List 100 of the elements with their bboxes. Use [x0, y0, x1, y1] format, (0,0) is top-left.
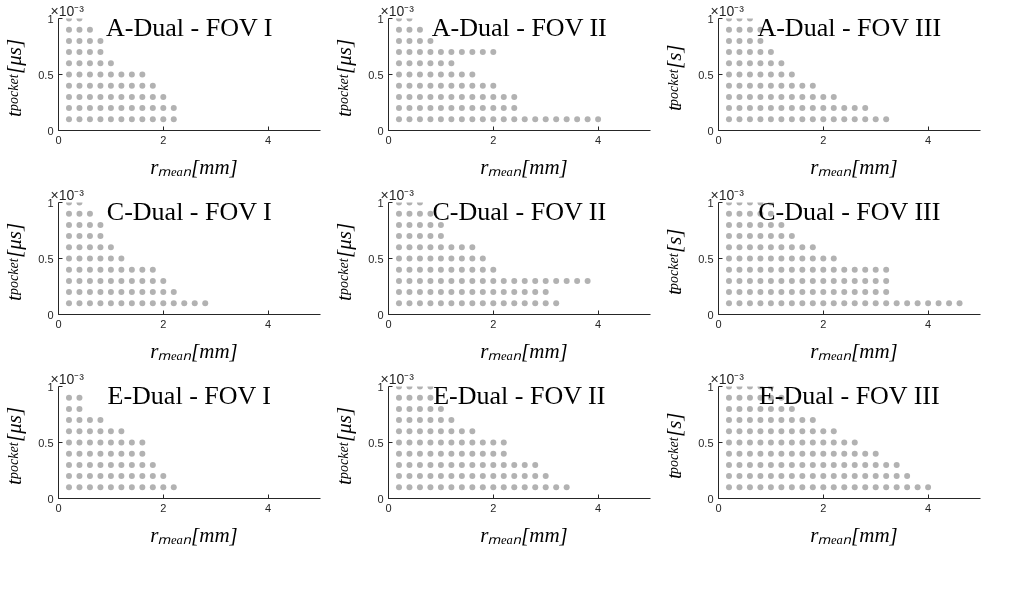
point	[725, 49, 732, 56]
point	[490, 49, 497, 56]
point	[118, 105, 125, 112]
point	[532, 300, 539, 307]
point	[97, 105, 104, 112]
point	[788, 244, 795, 251]
point	[757, 473, 764, 480]
point	[448, 300, 455, 307]
point	[820, 266, 827, 273]
point	[841, 266, 848, 273]
point	[458, 428, 465, 435]
point	[406, 26, 413, 33]
point	[107, 428, 114, 435]
point	[86, 221, 93, 228]
point	[809, 255, 816, 262]
point	[799, 93, 806, 100]
point	[406, 289, 413, 296]
point	[500, 439, 507, 446]
point	[553, 300, 560, 307]
point	[65, 484, 72, 491]
point	[736, 37, 743, 44]
point	[118, 450, 125, 457]
point	[458, 266, 465, 273]
point	[76, 277, 83, 284]
point	[830, 277, 837, 284]
point	[725, 93, 732, 100]
point	[469, 439, 476, 446]
point	[736, 473, 743, 480]
point	[406, 233, 413, 240]
point	[746, 71, 753, 78]
point	[149, 277, 156, 284]
point	[416, 255, 423, 262]
point	[65, 289, 72, 296]
point	[437, 484, 444, 491]
x-tick-label: 4	[925, 317, 932, 330]
y-tick-label: 0.5	[698, 436, 714, 449]
x-axis-title: rₘₑₐₙ[mm]	[809, 339, 899, 365]
point	[767, 439, 774, 446]
point	[469, 484, 476, 491]
point	[65, 37, 72, 44]
point	[788, 116, 795, 123]
point	[139, 105, 146, 112]
point	[883, 484, 890, 491]
point	[841, 105, 848, 112]
point	[500, 105, 507, 112]
point	[86, 473, 93, 480]
point	[469, 473, 476, 480]
point	[118, 266, 125, 273]
point	[725, 484, 732, 491]
point	[830, 289, 837, 296]
x-tick-label: 2	[820, 133, 827, 146]
point	[65, 244, 72, 251]
point	[746, 26, 753, 33]
point	[76, 26, 83, 33]
point	[437, 82, 444, 89]
y-tick-label: 0	[707, 308, 714, 321]
point	[851, 277, 858, 284]
point	[458, 484, 465, 491]
point	[746, 60, 753, 67]
point	[490, 105, 497, 112]
point	[872, 484, 879, 491]
point	[395, 37, 402, 44]
point	[830, 428, 837, 435]
point	[830, 473, 837, 480]
point	[458, 450, 465, 457]
point	[406, 93, 413, 100]
point	[427, 300, 434, 307]
point	[736, 82, 743, 89]
point	[511, 461, 518, 468]
x-tick-label: 2	[160, 501, 167, 514]
point	[97, 37, 104, 44]
point	[427, 60, 434, 67]
point	[725, 473, 732, 480]
point	[97, 428, 104, 435]
point	[86, 244, 93, 251]
point	[76, 71, 83, 78]
point	[86, 428, 93, 435]
point	[563, 277, 570, 284]
point	[511, 473, 518, 480]
point	[416, 439, 423, 446]
x-tick-label: 4	[265, 317, 272, 330]
point	[736, 266, 743, 273]
point	[76, 233, 83, 240]
point	[406, 244, 413, 251]
point	[757, 49, 764, 56]
point	[97, 277, 104, 284]
point	[746, 405, 753, 412]
point	[746, 93, 753, 100]
point	[767, 461, 774, 468]
point	[767, 71, 774, 78]
point	[86, 439, 93, 446]
point	[395, 244, 402, 251]
point	[139, 266, 146, 273]
point	[469, 105, 476, 112]
point	[725, 277, 732, 284]
point	[883, 116, 890, 123]
point	[97, 221, 104, 228]
point	[458, 82, 465, 89]
y-tick-label: 0.5	[38, 68, 54, 81]
point	[725, 300, 732, 307]
